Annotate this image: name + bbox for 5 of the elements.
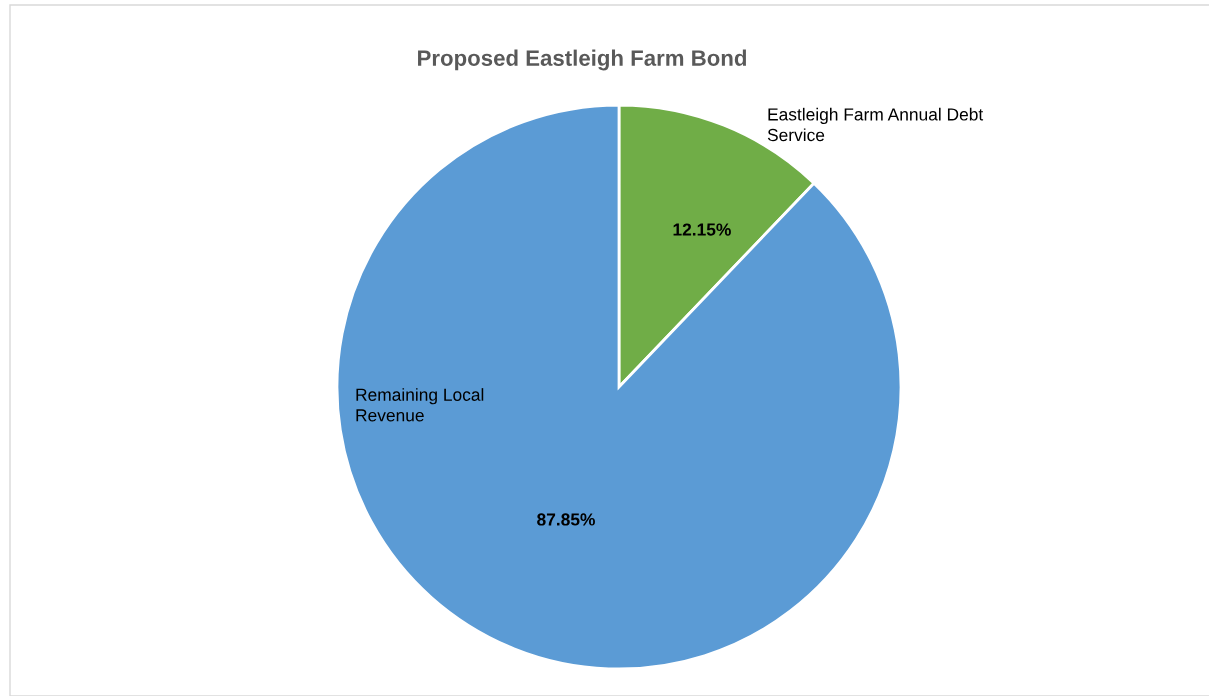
slice-label: Remaining Local Revenue (356, 388, 484, 422)
slice-label: Eastleigh Farm Annual Debt Service (767, 107, 984, 142)
data-label: 12.15% (673, 223, 731, 236)
data-label: 87.85% (537, 513, 595, 526)
chart-title: Proposed Eastleigh Farm Bond (418, 49, 746, 71)
